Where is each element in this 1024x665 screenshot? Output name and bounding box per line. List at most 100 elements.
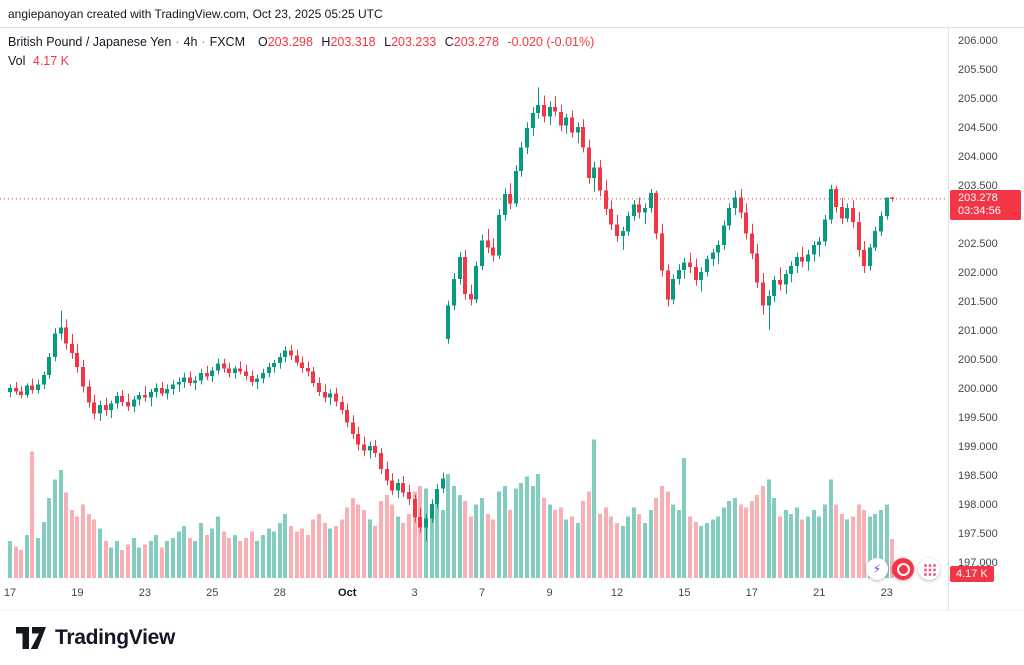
volume-bar bbox=[784, 510, 788, 578]
time-axis-tick: 17 bbox=[745, 587, 758, 599]
volume-bar bbox=[694, 522, 698, 578]
volume-bar bbox=[733, 498, 737, 578]
volume-bar bbox=[205, 535, 209, 578]
low-value: 203.233 bbox=[391, 35, 437, 49]
candle-body bbox=[238, 368, 242, 372]
candle-body bbox=[722, 225, 726, 246]
candle-body bbox=[536, 104, 540, 113]
volume-bar bbox=[699, 525, 703, 578]
volume-bar bbox=[36, 538, 40, 578]
price-axis-tick: 206.000 bbox=[958, 35, 998, 47]
candle-body bbox=[694, 267, 698, 280]
candle-body bbox=[503, 194, 507, 215]
volume-bar bbox=[368, 519, 372, 578]
volume-bar bbox=[92, 519, 96, 578]
volume-bar bbox=[306, 535, 310, 578]
volume-bar bbox=[149, 540, 153, 578]
volume-bar bbox=[463, 500, 467, 578]
flash-button[interactable]: ⚡ bbox=[866, 558, 888, 580]
volume-bar bbox=[295, 531, 299, 578]
ohlc-values: O203.298 H203.318 L203.233 C203.278 -0.0… bbox=[253, 35, 594, 49]
volume-bar bbox=[430, 507, 434, 578]
candle-body bbox=[278, 357, 282, 363]
dots-grid-icon bbox=[923, 563, 936, 576]
high-label: H bbox=[321, 35, 331, 49]
candle-body bbox=[160, 387, 164, 394]
volume-bar bbox=[87, 513, 91, 578]
volume-bar bbox=[514, 488, 518, 578]
volume-bar bbox=[654, 498, 658, 578]
exchange-label[interactable]: FXCM bbox=[209, 35, 245, 49]
price-axis[interactable]: 206.000 205.500 205.000 204.500 204.000 203.5… bbox=[948, 28, 1024, 610]
price-axis-tick: 201.500 bbox=[958, 296, 998, 308]
volume-bar bbox=[772, 498, 776, 578]
time-axis-tick: 25 bbox=[206, 587, 219, 599]
volume-bar bbox=[238, 540, 242, 578]
volume-bar bbox=[109, 547, 113, 578]
volume-label: Vol bbox=[8, 54, 26, 68]
candle-body bbox=[564, 117, 568, 126]
volume-bar bbox=[385, 495, 389, 578]
quick-action-buttons: ⚡ bbox=[866, 558, 940, 580]
candlestick-chart[interactable] bbox=[0, 28, 948, 610]
candle-body bbox=[604, 190, 608, 210]
candle-body bbox=[413, 499, 417, 518]
volume-bar bbox=[115, 540, 119, 578]
volume-bar bbox=[677, 510, 681, 578]
volume-bar bbox=[42, 522, 46, 578]
candle-body bbox=[789, 266, 793, 275]
candle-body bbox=[666, 270, 670, 300]
price-axis-tick: 203.500 bbox=[958, 180, 998, 192]
candle-body bbox=[401, 483, 405, 493]
volume-bar bbox=[581, 500, 585, 578]
candle-body bbox=[862, 249, 866, 266]
time-axis-tick: 23 bbox=[138, 587, 152, 599]
chart-plot[interactable]: 17 19 23 25 28 Oct 3 7 9 12 15 17 21 23 British Pound… bbox=[0, 28, 948, 610]
volume-bar bbox=[570, 516, 574, 578]
candle-body bbox=[885, 197, 889, 217]
symbol-title[interactable]: British Pound / Japanese Yen bbox=[8, 35, 172, 49]
candle-body bbox=[570, 117, 574, 133]
candle-body bbox=[222, 363, 226, 369]
candle-body bbox=[126, 401, 130, 407]
time-axis-tick: 9 bbox=[546, 587, 553, 599]
candle-body bbox=[340, 401, 344, 410]
volume-bar bbox=[649, 510, 653, 578]
record-button[interactable] bbox=[892, 558, 914, 580]
volume-bar bbox=[688, 516, 692, 578]
tradingview-wordmark[interactable]: TradingView bbox=[55, 626, 176, 649]
candle-body bbox=[205, 372, 209, 377]
volume-bar bbox=[75, 516, 79, 578]
volume-bar bbox=[351, 498, 355, 578]
footer-bar: TradingView bbox=[0, 610, 1024, 665]
candle-body bbox=[396, 483, 400, 491]
candle-body bbox=[244, 371, 248, 377]
candle-body bbox=[345, 409, 349, 423]
candle-body bbox=[165, 389, 169, 394]
candle-body bbox=[592, 167, 596, 178]
candle-body bbox=[452, 278, 456, 306]
volume-bar bbox=[812, 510, 816, 578]
time-axis-tick: Oct bbox=[338, 587, 357, 599]
volume-bar bbox=[542, 498, 546, 578]
candle-body bbox=[227, 368, 231, 373]
price-axis-tick: 198.000 bbox=[958, 499, 998, 511]
volume-bar bbox=[592, 439, 596, 578]
volume-bar bbox=[778, 516, 782, 578]
candle-body bbox=[548, 107, 552, 117]
interval-label[interactable]: 4h bbox=[183, 35, 198, 49]
volume-bar bbox=[576, 523, 580, 578]
time-axis-tick: 21 bbox=[813, 587, 826, 599]
candle-body bbox=[615, 224, 619, 236]
apps-button[interactable] bbox=[918, 558, 940, 580]
volume-bar bbox=[671, 504, 675, 578]
volume-bar bbox=[323, 523, 327, 578]
candle-body bbox=[587, 147, 591, 178]
volume-bar bbox=[300, 528, 304, 578]
volume-bar bbox=[227, 538, 231, 578]
candle-body bbox=[81, 367, 85, 387]
volume-bar bbox=[604, 507, 608, 578]
volume-bar bbox=[519, 483, 523, 578]
candle-body bbox=[283, 350, 287, 358]
tradingview-logo-icon[interactable] bbox=[16, 627, 46, 649]
